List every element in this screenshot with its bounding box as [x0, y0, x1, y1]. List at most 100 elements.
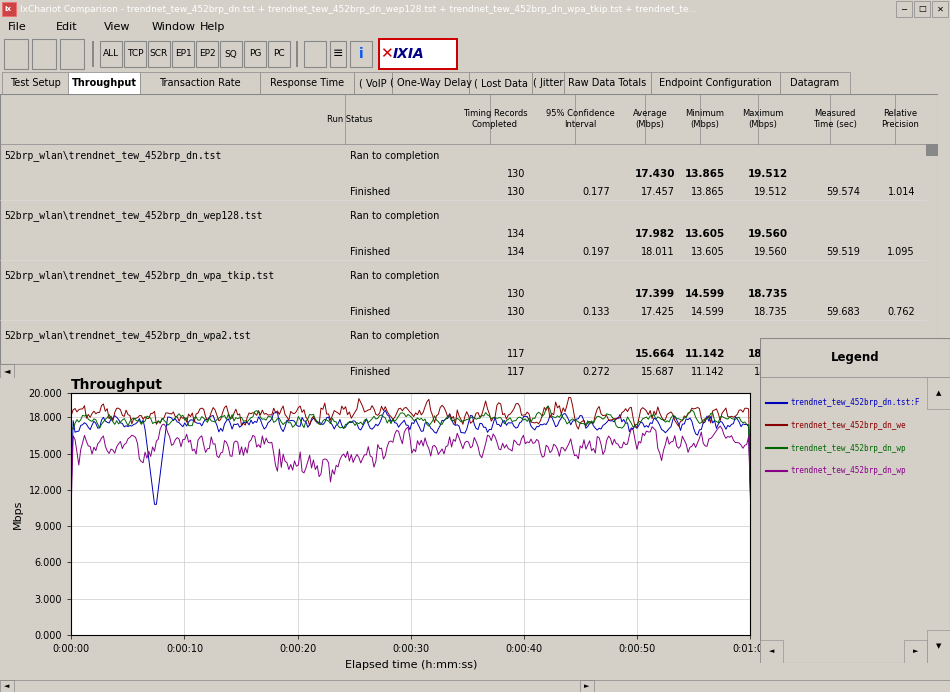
- Bar: [172, 41, 194, 67]
- Text: 0.197: 0.197: [582, 247, 610, 257]
- Text: □: □: [918, 5, 926, 14]
- Text: trendnet_tew_452brp_dn_we: trendnet_tew_452brp_dn_we: [790, 421, 906, 430]
- Text: 0.272: 0.272: [582, 367, 610, 377]
- Text: 17.982: 17.982: [635, 229, 675, 239]
- Text: Relative
Precision: Relative Precision: [881, 109, 919, 129]
- Text: Edit: Edit: [56, 22, 78, 32]
- Text: 134: 134: [506, 247, 525, 257]
- Text: 1.014: 1.014: [887, 187, 915, 197]
- Text: Finished: Finished: [350, 187, 390, 197]
- Text: Finished: Finished: [350, 247, 390, 257]
- Bar: [580, 680, 594, 692]
- Text: ✕: ✕: [380, 46, 392, 62]
- Text: Response Time: Response Time: [270, 78, 344, 88]
- Text: Raw Data Totals: Raw Data Totals: [568, 78, 647, 88]
- Text: ►: ►: [584, 683, 590, 689]
- Text: 52brp_wlan\trendnet_tew_452brp_dn_wpa2.tst: 52brp_wlan\trendnet_tew_452brp_dn_wpa2.t…: [4, 331, 251, 341]
- Text: 17.425: 17.425: [641, 307, 675, 317]
- Bar: [4, 39, 28, 69]
- Bar: [927, 630, 950, 663]
- Bar: [0, 364, 14, 378]
- Bar: [927, 376, 950, 409]
- Bar: [2, 72, 68, 94]
- Bar: [350, 41, 372, 67]
- Text: 19.560: 19.560: [748, 229, 788, 239]
- Text: 130: 130: [506, 289, 525, 299]
- Text: ◄: ◄: [5, 683, 10, 689]
- Bar: [564, 72, 651, 94]
- Text: 18.735: 18.735: [748, 289, 788, 299]
- Text: trendnet_tew_452brp_dn_wp: trendnet_tew_452brp_dn_wp: [790, 466, 906, 475]
- Text: 0.762: 0.762: [887, 307, 915, 317]
- Text: 130: 130: [506, 169, 525, 179]
- Text: 0.177: 0.177: [582, 187, 610, 197]
- Text: EP2: EP2: [199, 50, 216, 59]
- Text: Timing Records
Completed: Timing Records Completed: [463, 109, 527, 129]
- Text: Ran to completion: Ran to completion: [350, 331, 439, 341]
- Text: 130: 130: [506, 187, 525, 197]
- Bar: [896, 1, 912, 17]
- Text: ≡: ≡: [332, 48, 343, 60]
- Text: SQ: SQ: [224, 50, 238, 59]
- Text: 117: 117: [506, 367, 525, 377]
- Bar: [68, 72, 140, 94]
- Text: ( VoIP: ( VoIP: [359, 78, 387, 88]
- Text: EP1: EP1: [175, 50, 191, 59]
- Text: 11.142: 11.142: [685, 349, 725, 359]
- Bar: [244, 41, 266, 67]
- Text: Throughput: Throughput: [71, 378, 163, 392]
- Text: Legend: Legend: [830, 351, 880, 363]
- Bar: [926, 94, 938, 364]
- Text: Help: Help: [200, 22, 225, 32]
- Text: 18.011: 18.011: [641, 247, 675, 257]
- Bar: [304, 41, 326, 67]
- Text: Finished: Finished: [350, 307, 390, 317]
- Text: 17.399: 17.399: [635, 289, 675, 299]
- Text: 18.735: 18.735: [754, 307, 788, 317]
- Text: 14.599: 14.599: [685, 289, 725, 299]
- Text: 18.562: 18.562: [748, 349, 788, 359]
- Bar: [378, 38, 458, 70]
- Bar: [354, 72, 392, 94]
- Text: ( One-Way Delay: ( One-Way Delay: [390, 78, 471, 88]
- Text: 59.668: 59.668: [826, 367, 860, 377]
- Text: 0.133: 0.133: [582, 307, 610, 317]
- Text: 11.142: 11.142: [692, 367, 725, 377]
- Bar: [380, 40, 456, 68]
- Bar: [760, 640, 783, 663]
- Text: ✕: ✕: [937, 5, 943, 14]
- Bar: [100, 41, 122, 67]
- Text: 19.512: 19.512: [754, 187, 788, 197]
- Text: 19.560: 19.560: [754, 247, 788, 257]
- Bar: [196, 41, 218, 67]
- Text: trendnet_tew_452brp_dn_wp: trendnet_tew_452brp_dn_wp: [790, 444, 906, 453]
- Text: 59.519: 59.519: [826, 247, 860, 257]
- Text: PG: PG: [249, 50, 261, 59]
- Text: i: i: [359, 47, 363, 61]
- Text: Datagram: Datagram: [790, 78, 840, 88]
- Text: ►: ►: [913, 648, 919, 655]
- Text: ▼: ▼: [936, 644, 941, 649]
- Text: 95% Confidence
Interval: 95% Confidence Interval: [545, 109, 615, 129]
- Bar: [926, 144, 938, 156]
- Text: SCR: SCR: [150, 50, 168, 59]
- Text: 13.605: 13.605: [685, 229, 725, 239]
- Text: trendnet_tew_452brp_dn.tst:F: trendnet_tew_452brp_dn.tst:F: [790, 398, 920, 407]
- Text: 59.683: 59.683: [826, 307, 860, 317]
- Text: Ran to completion: Ran to completion: [350, 211, 439, 221]
- Bar: [532, 72, 564, 94]
- Bar: [0, 680, 14, 692]
- Text: Finished: Finished: [350, 367, 390, 377]
- Text: 13.605: 13.605: [692, 247, 725, 257]
- Bar: [140, 72, 260, 94]
- Text: Window: Window: [152, 22, 196, 32]
- Bar: [780, 72, 850, 94]
- Text: Minimum
(Mbps): Minimum (Mbps): [686, 109, 725, 129]
- Text: 18.562: 18.562: [754, 367, 788, 377]
- Text: Test Setup: Test Setup: [10, 78, 61, 88]
- Text: ( Jitter: ( Jitter: [533, 78, 563, 88]
- Text: IxChariot Comparison - trendnet_tew_452brp_dn.tst + trendnet_tew_452brp_dn_wep12: IxChariot Comparison - trendnet_tew_452b…: [20, 5, 697, 14]
- Bar: [330, 41, 346, 67]
- Bar: [260, 72, 354, 94]
- Text: ◄: ◄: [4, 367, 10, 376]
